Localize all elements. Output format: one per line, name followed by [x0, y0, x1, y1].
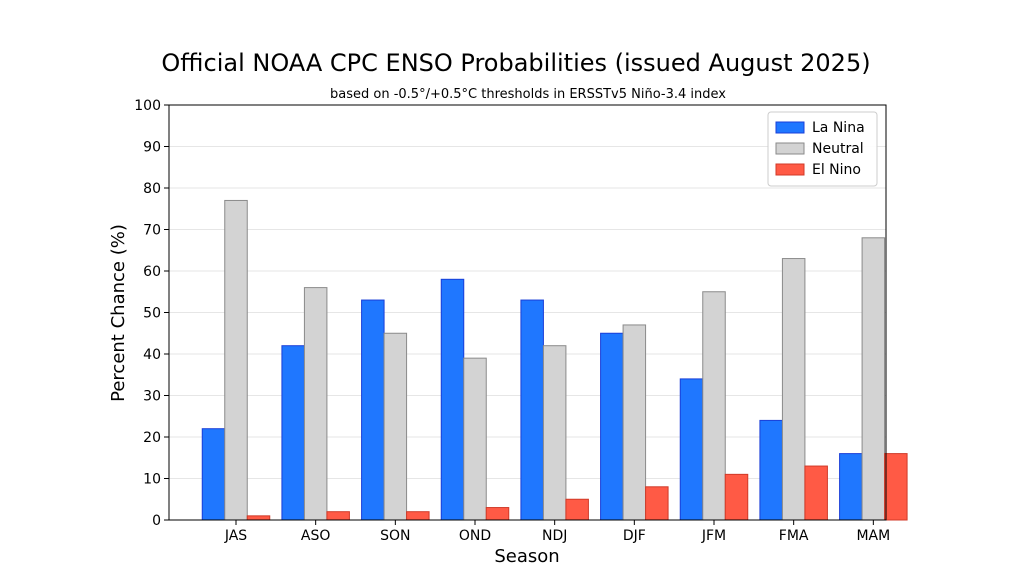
bar-el-nino-son — [406, 511, 430, 521]
bar-la-nina-jas — [201, 428, 226, 521]
legend-swatch — [775, 121, 805, 134]
bar-la-nina-aso — [281, 345, 305, 521]
bar-la-nina-djf — [600, 332, 624, 521]
x-tick-label: NDJ — [542, 528, 567, 544]
x-tick-label: ASO — [301, 528, 330, 544]
bar-neutral-fma — [781, 258, 806, 521]
y-tick-label: 30 — [143, 389, 161, 405]
y-tick-label: 50 — [143, 306, 161, 322]
y-tick-label: 80 — [143, 181, 161, 197]
bar-el-nino-fma — [804, 465, 828, 521]
bar-neutral-jfm — [702, 291, 726, 521]
x-tick-label: OND — [459, 528, 491, 544]
y-tick-label: 70 — [143, 223, 161, 239]
bar-el-nino-mam — [884, 453, 908, 521]
bars — [201, 199, 908, 521]
bar-la-nina-son — [361, 299, 385, 521]
y-tick-label: 20 — [143, 430, 161, 446]
bar-neutral-jas — [224, 199, 248, 521]
x-tick-label: JAS — [224, 528, 247, 544]
bar-neutral-ond — [463, 357, 487, 521]
y-tick-label: 10 — [143, 472, 161, 488]
bar-la-nina-jfm — [679, 378, 704, 521]
legend-swatch — [775, 142, 805, 155]
bar-el-nino-jfm — [724, 473, 749, 521]
chart-title: Official NOAA CPC ENSO Probabilities (is… — [161, 49, 870, 77]
bar-la-nina-fma — [759, 419, 783, 521]
bar-el-nino-aso — [326, 511, 350, 521]
bar-la-nina-ndj — [520, 299, 544, 521]
x-tick-label: SON — [380, 528, 410, 544]
bar-neutral-aso — [303, 287, 328, 521]
bar-el-nino-ndj — [565, 498, 589, 521]
bar-la-nina-ond — [440, 278, 465, 521]
x-tick-label: MAM — [856, 528, 890, 544]
x-tick-label: JFM — [701, 528, 726, 544]
y-tick-label: 60 — [143, 264, 161, 280]
x-axis-label: Season — [494, 546, 559, 567]
legend-label: El Nino — [812, 162, 861, 178]
bar-neutral-ndj — [542, 345, 567, 521]
y-axis-label: Percent Chance (%) — [108, 224, 129, 402]
bar-el-nino-ond — [485, 507, 510, 521]
y-tick-label: 100 — [134, 98, 161, 114]
legend: La Nina Neutral El Nino — [767, 111, 878, 187]
x-tick-label: DJF — [623, 528, 646, 544]
legend-swatch — [775, 163, 805, 176]
x-axis-ticks: JAS ASO SON OND NDJ DJF JFM FMA MAM — [224, 520, 890, 544]
bar-la-nina-mam — [839, 453, 863, 521]
y-tick-label: 0 — [152, 513, 161, 529]
bar-neutral-djf — [622, 324, 647, 521]
y-axis-ticks: 0 10 20 30 40 50 60 70 80 90 100 — [134, 98, 169, 529]
legend-label: La Nina — [812, 120, 865, 136]
chart-subtitle: based on -0.5°/+0.5°C thresholds in ERSS… — [330, 87, 726, 102]
x-tick-label: FMA — [779, 528, 809, 544]
y-tick-label: 40 — [143, 347, 161, 363]
bar-neutral-son — [383, 332, 408, 521]
bar-el-nino-djf — [645, 486, 669, 521]
y-tick-label: 90 — [143, 140, 161, 156]
bar-el-nino-jas — [246, 515, 271, 521]
legend-label: Neutral — [812, 141, 864, 157]
bar-neutral-mam — [861, 237, 886, 521]
